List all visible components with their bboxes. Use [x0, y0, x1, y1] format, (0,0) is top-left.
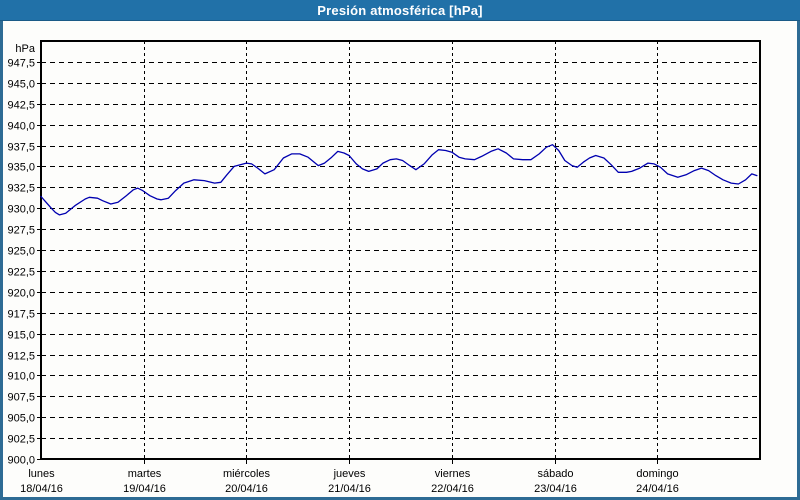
y-tick-label: 905,0	[7, 413, 35, 425]
x-date-label: 18/04/16	[20, 483, 63, 495]
data-series	[40, 144, 758, 216]
window-border-left	[0, 0, 3, 500]
y-axis-unit-label: hPa	[15, 43, 35, 55]
y-tick-label: 942,5	[7, 100, 35, 112]
y-tick-label: 932,5	[7, 183, 35, 195]
x-day-label: jueves	[333, 468, 366, 480]
y-tick-label: 930,0	[7, 204, 35, 216]
x-date-label: 20/04/16	[225, 483, 268, 495]
axis-labels: 947,5 945,0 942,5 940,0 937,5 935,0 932,5 930,0…	[7, 43, 678, 495]
x-day-label: miércoles	[223, 468, 271, 480]
y-tick-label: 907,5	[7, 392, 35, 404]
y-tick-label: 947,5	[7, 58, 35, 70]
y-tick-label: 900,0	[7, 455, 35, 467]
x-date-label: 24/04/16	[636, 483, 679, 495]
pressure-series-line	[40, 144, 758, 216]
x-day-label: sábado	[537, 468, 573, 480]
y-tick-label: 917,5	[7, 309, 35, 321]
x-date-label: 23/04/16	[534, 483, 577, 495]
y-tick-label: 910,0	[7, 371, 35, 383]
titlebar: Presión atmosférica [hPa]	[0, 0, 800, 21]
x-day-label: martes	[128, 468, 162, 480]
y-tick-label: 935,0	[7, 162, 35, 174]
y-tick-label: 945,0	[7, 79, 35, 91]
x-date-label: 22/04/16	[431, 483, 474, 495]
window-title: Presión atmosférica [hPa]	[317, 2, 483, 18]
y-tick-label: 922,5	[7, 267, 35, 279]
plot-border	[40, 40, 761, 460]
y-tick-label: 927,5	[7, 225, 35, 237]
x-day-label: lunes	[28, 468, 55, 480]
window-border-bottom	[0, 497, 800, 500]
x-day-label: viernes	[435, 468, 471, 480]
y-tick-label: 912,5	[7, 351, 35, 363]
x-date-label: 19/04/16	[123, 483, 166, 495]
y-tick-label: 902,5	[7, 434, 35, 446]
y-tick-label: 937,5	[7, 142, 35, 154]
x-day-label: domingo	[636, 468, 678, 480]
x-date-label: 21/04/16	[328, 483, 371, 495]
y-tick-label: 925,0	[7, 246, 35, 258]
y-tick-label: 915,0	[7, 330, 35, 342]
window-border-right	[797, 0, 800, 500]
axes	[37, 40, 761, 464]
gridlines	[41, 41, 760, 459]
y-tick-label: 940,0	[7, 121, 35, 133]
y-tick-label: 920,0	[7, 288, 35, 300]
